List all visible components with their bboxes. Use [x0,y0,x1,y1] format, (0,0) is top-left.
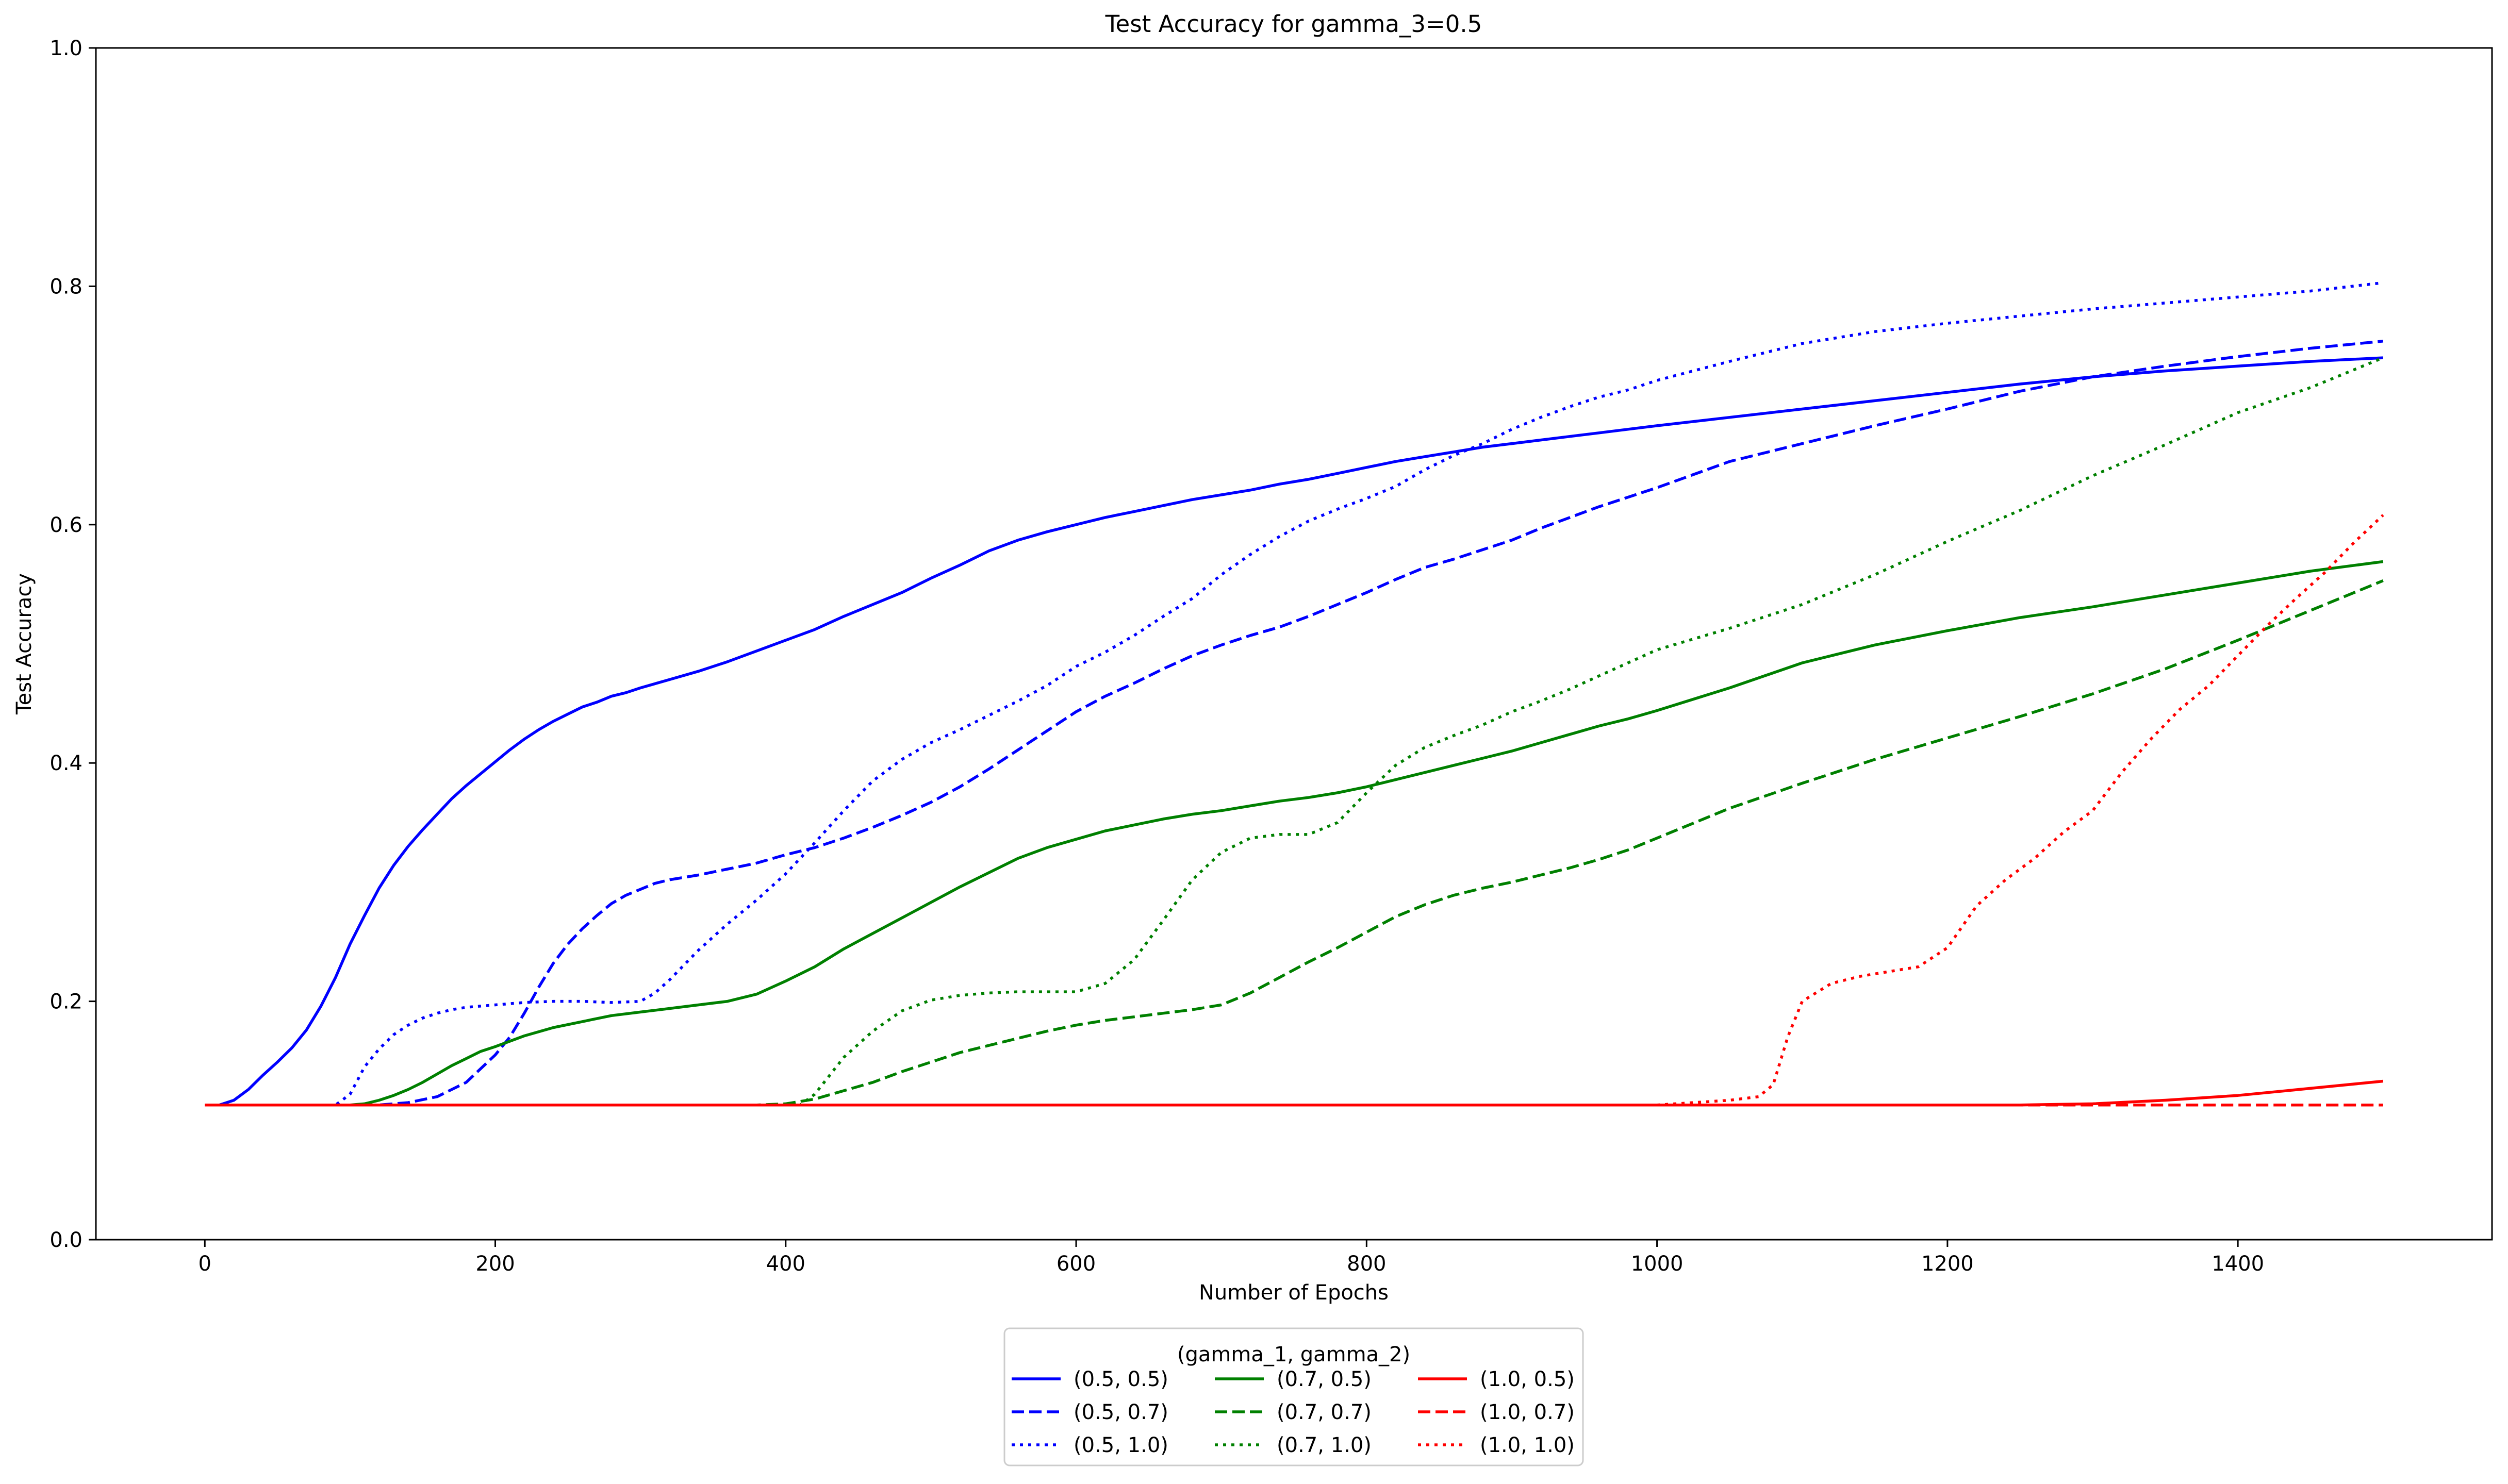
y-tick-label: 1.0 [50,37,82,60]
legend-title: (gamma_1, gamma_2) [1177,1343,1410,1366]
legend-label: (1.0, 0.7) [1480,1400,1575,1424]
series-line [205,340,2384,1107]
x-tick-label: 200 [475,1252,515,1276]
x-tick-label: 1400 [2212,1252,2264,1276]
legend-label: (1.0, 1.0) [1480,1433,1575,1457]
series-line [205,356,2383,1107]
legend-label: (0.5, 0.7) [1074,1400,1168,1424]
x-tick-label: 800 [1347,1252,1386,1276]
y-tick-label: 0.8 [50,275,82,298]
legend-box [1003,1327,1584,1466]
legend-entries: (0.5, 0.5) (0.5, 0.7) (0.5, 1.0) (0.7, 0.5)… [1012,1368,1575,1457]
y-axis-label: Test Accuracy [12,573,36,715]
legend-label: (0.5, 1.0) [1074,1433,1168,1457]
y-tick-label: 0.0 [50,1228,82,1252]
plot-lines [205,281,2384,1107]
y-tick-label: 0.4 [50,752,82,775]
series-line [205,281,2384,1107]
legend-label: (0.7, 0.7) [1277,1400,1372,1424]
legend-label: (0.7, 0.5) [1277,1368,1372,1391]
x-tick-label: 400 [766,1252,805,1276]
x-tick-label: 1000 [1631,1252,1684,1276]
x-tick-label: 1200 [1921,1252,1974,1276]
x-axis: 0 200 400 600 800 1000 1200 1400 [199,1240,2264,1276]
series-line [205,579,2384,1107]
series-line [205,514,2384,1107]
legend: (gamma_1, gamma_2) (0.5, 0.5)(0.5, 0.7)(… [1003,1327,1584,1466]
legend-label: (0.7, 1.0) [1277,1433,1372,1457]
y-tick-label: 0.2 [50,990,82,1014]
series-line [205,1079,2384,1107]
y-axis: 0.0 0.2 0.4 0.6 0.8 1.0 [50,37,96,1252]
plot-frame [95,47,2493,1241]
series-line [205,356,2384,1107]
legend-label: (0.5, 0.5) [1074,1368,1168,1391]
x-tick-label: 600 [1057,1252,1096,1276]
series-line [205,560,2384,1107]
x-tick-label: 0 [199,1252,211,1276]
y-tick-label: 0.6 [50,513,82,537]
x-axis-label: Number of Epochs [1199,1281,1389,1305]
legend-label: (1.0, 0.5) [1480,1368,1575,1391]
chart-title: Test Accuracy for gamma_3=0.5 [1105,10,1482,38]
